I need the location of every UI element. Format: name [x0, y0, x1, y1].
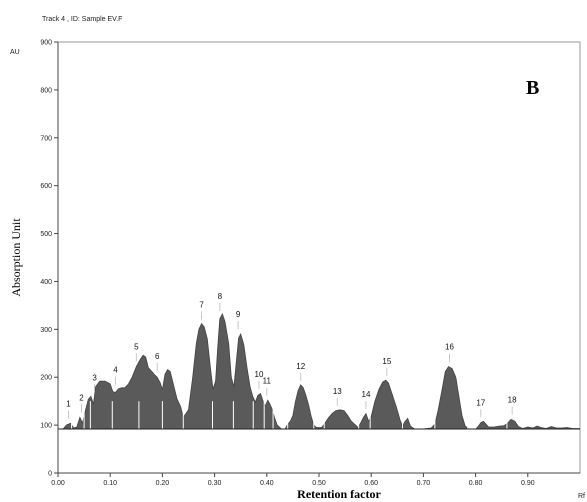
y-tick-label: 600 [40, 183, 52, 190]
absorption-trace [58, 313, 580, 430]
x-tick-label: 0.20 [156, 480, 170, 487]
peak-label: 13 [333, 387, 342, 396]
x-tick-label: 0.00 [51, 480, 65, 487]
x-tick-label: 0.30 [208, 480, 222, 487]
x-unit-label: Rf [578, 493, 585, 500]
x-tick-label: 0.60 [364, 480, 378, 487]
peak-label: 17 [476, 398, 485, 407]
y-tick-label: 300 [40, 327, 52, 334]
peak-label: 4 [113, 366, 118, 375]
peak-label: 2 [79, 393, 84, 402]
y-tick-label: 100 [40, 423, 52, 430]
peak-label: 14 [362, 390, 371, 399]
peak-boundary-layer [71, 401, 508, 432]
plot-area [57, 41, 581, 474]
peak-label: 5 [134, 342, 139, 351]
peak-label: 16 [445, 343, 454, 352]
peak-label: 12 [296, 362, 305, 371]
absorption-area [58, 314, 580, 429]
y-tick-label: 500 [40, 231, 52, 238]
x-tick-label: 0.80 [469, 480, 483, 487]
x-tick-label: 0.10 [103, 480, 117, 487]
peak-label: 3 [92, 373, 97, 382]
x-tick-label: 0.40 [260, 480, 274, 487]
panel-label: B [526, 77, 539, 99]
axes: 0 100 200 300 400 500 600 700 800 900 0.00 0.10 0.20… [40, 40, 580, 487]
peak-label: 7 [199, 301, 204, 310]
y-tick-label: 800 [40, 87, 52, 94]
x-axis-title: Retention factor [297, 487, 381, 501]
peak-label: 6 [155, 352, 160, 361]
peak-label: 1 [66, 400, 71, 409]
peak-label: 15 [382, 357, 391, 366]
x-tick-label: 0.90 [521, 480, 535, 487]
y-tick-label: 0 [48, 471, 52, 478]
peak-label: 10 [255, 370, 264, 379]
y-tick-label: 200 [40, 375, 52, 382]
peak-label: 9 [236, 310, 241, 319]
y-tick-label: 400 [40, 279, 52, 286]
peak-label: 18 [508, 395, 517, 404]
y-axis-title: Absorption Unit [9, 218, 23, 297]
trace-layer [58, 313, 580, 430]
y-tick-label: 700 [40, 135, 52, 142]
peak-label: 11 [263, 377, 272, 386]
x-tick-label: 0.50 [312, 480, 326, 487]
y-unit-label: AU [10, 49, 20, 56]
x-tick-label: 0.70 [417, 480, 431, 487]
peak-label: 8 [218, 292, 223, 301]
y-tick-label: 900 [40, 40, 52, 47]
track-header: Track 4 , ID: Sample EV.F [42, 16, 122, 23]
